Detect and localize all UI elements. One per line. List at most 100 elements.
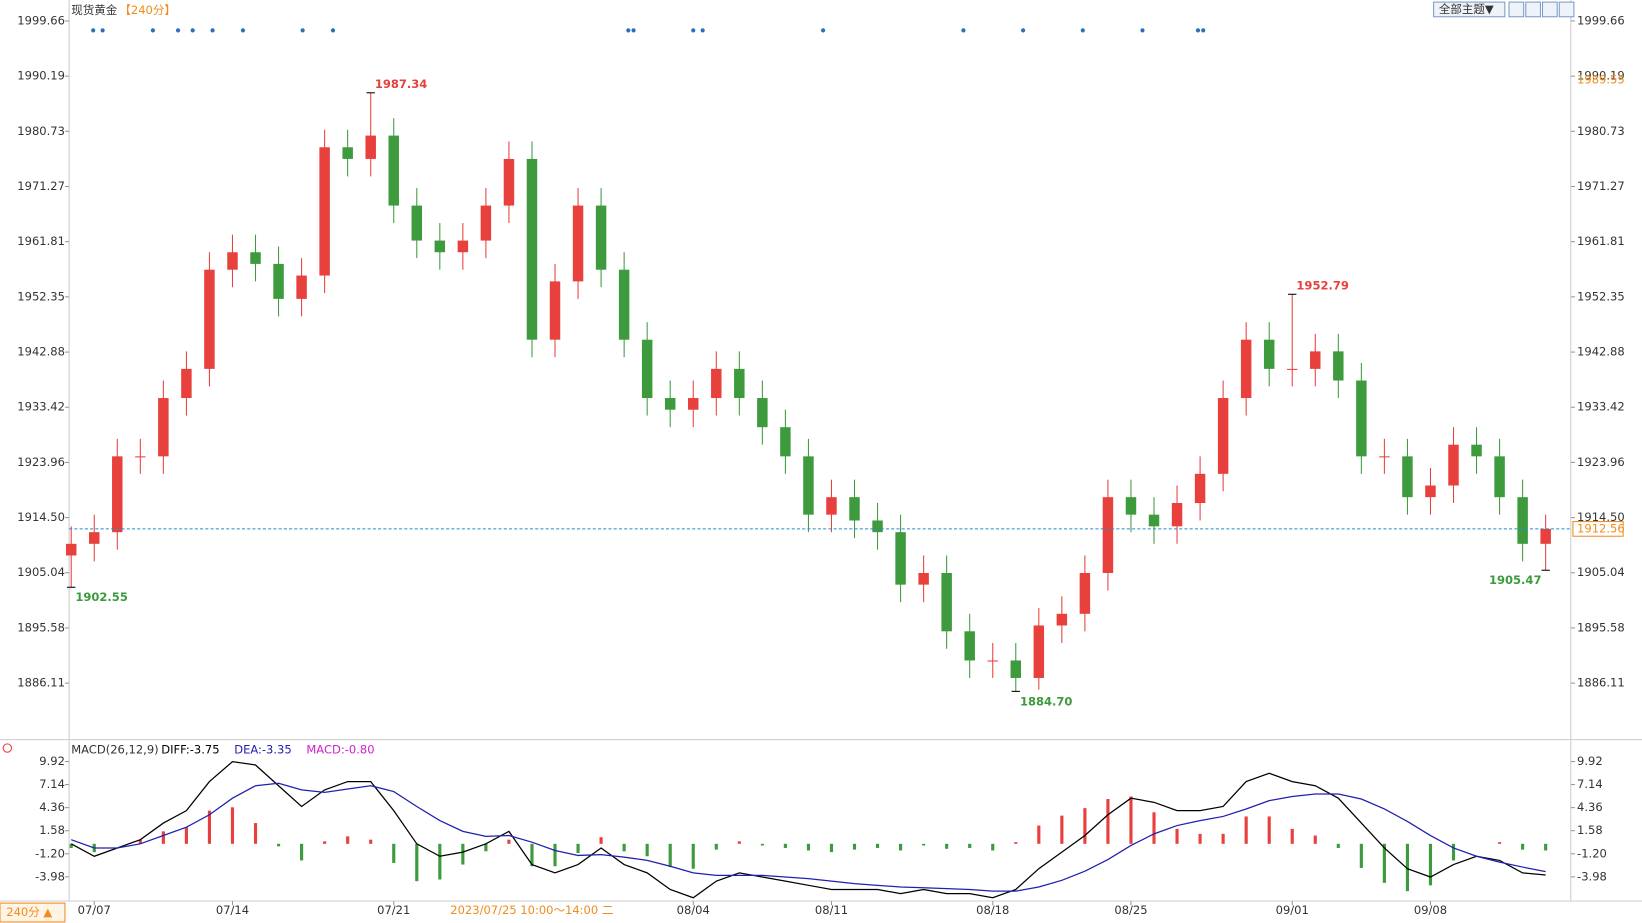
macd-bar: [576, 843, 580, 853]
candle-body: [1425, 485, 1436, 498]
macd-bar: [1521, 843, 1525, 850]
candle-body: [895, 532, 906, 585]
last-price-label: 1912.56: [1577, 521, 1625, 535]
candle-body: [65, 543, 77, 556]
candle-body: [757, 398, 768, 428]
y-tick-label-right: 1933.42: [1577, 400, 1625, 414]
candle-body: [1494, 456, 1505, 498]
y-tick-label-right: 1923.96: [1577, 455, 1625, 469]
candle-body: [1056, 613, 1068, 626]
macd-bar: [553, 843, 557, 867]
theme-button[interactable]: [1433, 1, 1506, 18]
macd-bar: [852, 843, 857, 850]
macd-bar: [1014, 842, 1018, 844]
macd-bar: [346, 836, 350, 844]
candle-body: [549, 281, 561, 340]
macd-bar: [829, 843, 834, 853]
macd-bar: [1428, 843, 1433, 886]
candle-body: [1310, 351, 1321, 369]
candle-body: [1540, 528, 1551, 544]
y-tick-label: 1.58: [39, 823, 65, 837]
macd-bar: [806, 843, 811, 851]
tool-button[interactable]: [1525, 1, 1541, 18]
candle-body: [1471, 444, 1482, 457]
legend-entry: MACD:-0.80: [306, 743, 374, 757]
candle-body: [964, 631, 975, 661]
x-tick-label: 08/11: [815, 903, 848, 917]
tool-button[interactable]: [1508, 1, 1525, 18]
macd-bar: [184, 827, 188, 844]
y-tick-label: 1990.19: [17, 69, 65, 83]
y-tick-label: -1.20: [35, 846, 65, 860]
period-button-label[interactable]: 240分 ▲: [6, 905, 52, 919]
macd-bar: [645, 843, 649, 857]
candle-body: [1448, 444, 1459, 486]
candle-body: [1194, 473, 1206, 504]
macd-bar: [991, 843, 995, 851]
last-price-box: [1572, 521, 1624, 537]
macd-bar: [1060, 815, 1064, 844]
candle-body: [1356, 380, 1367, 457]
y-tick-label-right: 1990.19: [1577, 69, 1625, 83]
macd-bar: [323, 841, 327, 844]
macd-line: [70, 782, 1546, 892]
candle-body: [803, 456, 814, 515]
x-tick-label: 07/14: [216, 903, 249, 917]
theme-button-label[interactable]: 全部主题▼: [1439, 2, 1494, 16]
macd-bar: [783, 843, 787, 848]
x-tick-label: 09/08: [1414, 903, 1447, 917]
candle-body: [641, 339, 653, 399]
y-tick-label: 7.14: [39, 777, 65, 791]
macd-bar: [760, 843, 764, 846]
y-tick-label: 1971.27: [17, 179, 65, 193]
candle-body: [1148, 514, 1160, 527]
candle-body: [1287, 368, 1298, 370]
annotation: 1884.70: [1020, 694, 1072, 708]
macd-bar: [69, 843, 73, 848]
macd-bar: [530, 843, 534, 867]
y-tick-label-right: 1999.66: [1577, 13, 1625, 27]
macd-bar: [1498, 842, 1502, 844]
macd-bar: [461, 843, 465, 865]
candle-body: [1171, 503, 1183, 527]
y-tick-label-right: 1886.11: [1577, 676, 1625, 690]
period-button[interactable]: [0, 902, 66, 923]
candle-body: [711, 368, 722, 399]
macd-bar: [392, 843, 396, 863]
x-tick-label: 08/18: [976, 903, 1009, 917]
macd-bar: [1106, 799, 1110, 844]
candle-body: [319, 147, 330, 276]
macd-bar: [1152, 812, 1156, 844]
tool-button[interactable]: [1558, 1, 1575, 18]
macd-bar: [484, 843, 488, 852]
marker-price-label: 1989.55: [1577, 72, 1625, 86]
settings-icon[interactable]: [2, 743, 13, 753]
title: 现货黄金: [71, 3, 118, 17]
macd-bar: [668, 843, 672, 868]
y-tick-label-right: 1942.88: [1577, 345, 1625, 359]
y-tick-label-right: 1952.35: [1577, 289, 1625, 303]
macd-bar: [1290, 828, 1294, 844]
candle-body: [1217, 398, 1229, 474]
candle-body: [618, 269, 630, 340]
candle-body: [572, 205, 584, 282]
tool-button[interactable]: [1541, 1, 1558, 18]
candle-body: [158, 398, 169, 457]
candle-body: [434, 240, 446, 253]
x-tick-label: 08/25: [1114, 903, 1147, 917]
y-tick-label: 1886.11: [17, 676, 65, 690]
x-tick-label: 07/21: [377, 903, 410, 917]
candle-body: [1102, 497, 1114, 573]
candle-body: [826, 497, 837, 515]
macd-bar: [599, 837, 603, 844]
y-tick-label: 1914.50: [17, 510, 65, 524]
macd-bar: [737, 841, 741, 844]
macd-bar: [415, 843, 419, 882]
y-tick-label-right: 1895.58: [1577, 620, 1625, 634]
macd-bar: [1267, 816, 1271, 844]
macd-bar: [138, 839, 142, 844]
annotation: 1987.34: [375, 77, 427, 91]
macd-bar: [1451, 843, 1456, 861]
y-tick-label-right: 1971.27: [1577, 179, 1625, 193]
